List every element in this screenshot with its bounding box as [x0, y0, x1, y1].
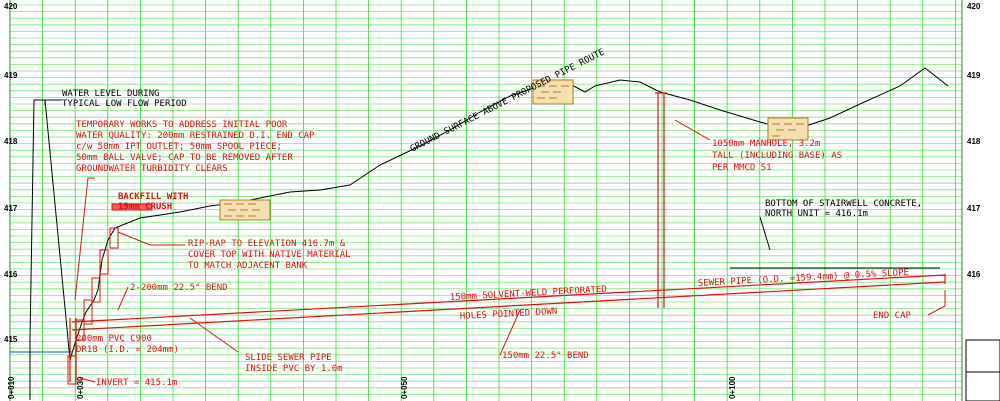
stairwell-note: BOTTOM OF STAIRWELL CONCRETE, NORTH UNIT…	[765, 199, 922, 219]
holes-label: HOLES POINTED DOWN	[460, 307, 558, 322]
temporary-works-line1: TEMPORARY WORKS TO ADDRESS INITIAL POOR	[76, 120, 288, 130]
sewer-pipe	[69, 274, 946, 382]
ground-surface-label: GROUND SURFACE ABOVE PROPOSED PIPE ROUTE	[409, 47, 607, 154]
manhole-line3: PER MMCD S1	[712, 163, 772, 173]
pvc-line1: 200mm PVC C900	[76, 334, 152, 344]
temporary-works-note: TEMPORARY WORKS TO ADDRESS INITIAL POOR …	[76, 120, 315, 174]
station-label-0-100: 0+100	[728, 376, 737, 399]
elev-label-416-left: 416	[4, 270, 18, 279]
elevation-labels-right: 420 419 418 417 416	[967, 2, 981, 279]
elev-label-418-left: 418	[4, 137, 18, 146]
station-label-0-030: 0+030	[76, 376, 85, 399]
hatch-patches	[219, 79, 809, 221]
elev-label-417-left: 417	[4, 204, 18, 213]
water-level-note-line2: TYPICAL LOW FLOW PERIOD	[62, 99, 187, 109]
manhole-line2: TALL (INCLUDING BASE) AS	[712, 151, 842, 161]
water-level-note: WATER LEVEL DURING TYPICAL LOW FLOW PERI…	[62, 89, 187, 109]
slide-line1: SLIDE SEWER PIPE	[245, 353, 332, 363]
station-label-0-050: 0+050	[400, 376, 409, 399]
invert-label: INVERT = 415.1m	[96, 378, 177, 388]
temporary-works-line2: WATER QUALITY: 200mm RESTRAINED D.I. END…	[76, 131, 315, 141]
station-labels: 0+010 0+030 0+050 0+100	[7, 376, 737, 399]
temporary-works-line4: 50mm BALL VALVE; CAP TO BE REMOVED AFTER	[76, 153, 293, 163]
pvc-note: 200mm PVC C900 DR18 (I.D. = 204mm)	[76, 334, 179, 355]
slide-line2: INSIDE PVC BY 1.0m	[245, 364, 343, 374]
grid	[9, 0, 962, 401]
ground-surface-line	[29, 67, 949, 400]
bend-150-label: 150mm 22.5° BEND	[502, 351, 589, 361]
temporary-works-line3: c/w 50mm IPT OUTLET; 50mm SPOOL PIECE;	[76, 142, 282, 152]
rip-rap-line2: COVER TOP WITH NATIVE MATERIAL	[188, 250, 351, 260]
rip-rap-hatch	[67, 203, 153, 385]
leader-lines	[74, 119, 946, 383]
elev-label-416-right: 416	[967, 270, 981, 279]
station-label-0-010: 0+010	[7, 376, 16, 399]
bend-200-label: 2-200mm 22.5° BEND	[130, 283, 228, 293]
end-cap-label: END CAP	[873, 311, 912, 321]
elev-label-417-right: 417	[967, 204, 981, 213]
manhole-note: 1050mm MANHOLE, 3.2m TALL (INCLUDING BAS…	[712, 139, 842, 173]
title-block-corner	[965, 339, 1000, 401]
elev-label-419-right: 419	[967, 71, 981, 80]
elevation-labels-left: 420 419 418 417 416 415	[4, 2, 18, 344]
pvc-line2: DR18 (I.D. = 204mm)	[76, 345, 179, 355]
slide-note: SLIDE SEWER PIPE INSIDE PVC BY 1.0m	[245, 353, 343, 374]
perforated-label: 150mm SOLVENT-WELD PERFORATED	[450, 285, 607, 303]
rip-rap-note: RIP-RAP TO ELEVATION 416.7m & COVER TOP …	[188, 239, 351, 271]
backfill-line2: 19mm CRUSH	[118, 202, 172, 212]
elev-label-418-right: 418	[967, 137, 981, 146]
elev-label-415-left: 415	[4, 335, 18, 344]
rip-rap-line1: RIP-RAP TO ELEVATION 416.7m &	[188, 239, 346, 249]
backfill-line1: BACKFILL WITH	[118, 192, 188, 202]
stairwell-note-line2: NORTH UNIT = 416.1m	[765, 209, 868, 219]
elev-label-420-left: 420	[4, 2, 18, 11]
elev-label-419-left: 419	[4, 71, 18, 80]
stairwell-note-line1: BOTTOM OF STAIRWELL CONCRETE,	[765, 199, 922, 209]
manhole	[655, 92, 667, 308]
elev-label-420-right: 420	[967, 2, 981, 11]
water-level-note-line1: WATER LEVEL DURING	[62, 89, 160, 99]
temporary-works-line5: GROUNDWATER TURBIDITY CLEARS	[76, 164, 228, 174]
rip-rap-line3: TO MATCH ADJACENT BANK	[188, 261, 308, 271]
black-leaders	[44, 99, 940, 269]
backfill-note: BACKFILL WITH 19mm CRUSH	[118, 192, 188, 212]
manhole-line1: 1050mm MANHOLE, 3.2m	[712, 139, 820, 149]
